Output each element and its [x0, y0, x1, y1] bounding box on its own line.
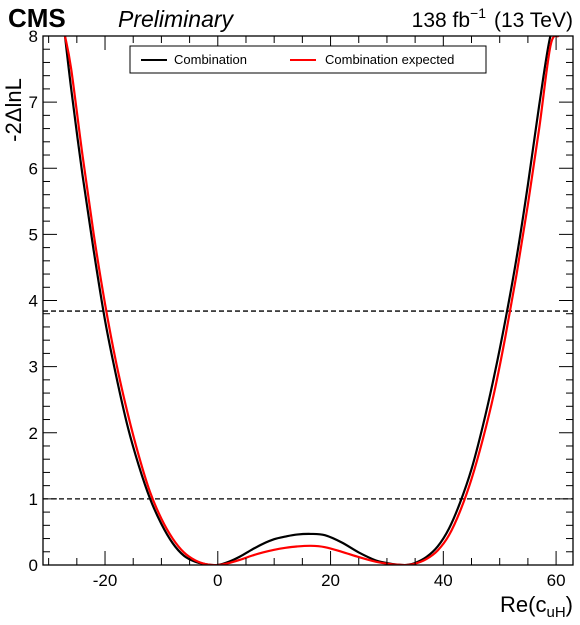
x-axis-title: Re(cuH) — [500, 592, 573, 621]
legend-label-combination: Combination — [174, 52, 247, 67]
experiment-label: CMS — [8, 3, 66, 33]
x-axis-title-close: ) — [566, 592, 573, 617]
y-tick-label: 8 — [29, 27, 38, 46]
energy-label: (13 TeV) — [494, 9, 573, 32]
reference-lines — [43, 310, 573, 500]
x-tick-label: 0 — [213, 571, 222, 590]
x-axis-ticks: -20 0 20 40 60 — [48, 36, 566, 590]
y-tick-label: 0 — [29, 556, 38, 575]
y-axis-title: -2ΔlnL — [1, 78, 26, 142]
likelihood-curves — [63, 36, 560, 565]
legend: Combination Combination expected — [129, 45, 487, 74]
y-tick-label: 1 — [29, 490, 38, 509]
y-axis-ticks: 0 1 2 3 4 5 6 7 8 — [29, 27, 573, 575]
x-axis-title-sub: uH — [546, 604, 565, 621]
status-label: Preliminary — [118, 6, 235, 32]
x-tick-label: 20 — [321, 571, 340, 590]
lumi-exponent: −1 — [470, 5, 486, 21]
luminosity-label: 138 fb−1 (13 TeV) — [412, 5, 573, 32]
series-line-combination — [63, 36, 559, 565]
y-tick-label: 5 — [29, 225, 38, 244]
x-tick-label: -20 — [93, 571, 118, 590]
y-tick-label: 2 — [29, 424, 38, 443]
plot-frame — [42, 35, 574, 566]
lumi-value: 138 fb — [412, 9, 470, 32]
y-tick-label: 7 — [29, 93, 38, 112]
x-axis-title-main: Re(c — [500, 592, 546, 617]
legend-label-combination-expected: Combination expected — [325, 52, 454, 67]
x-tick-label: 40 — [434, 571, 453, 590]
y-tick-label: 6 — [29, 159, 38, 178]
x-tick-label: 60 — [547, 571, 566, 590]
y-tick-label: 3 — [29, 358, 38, 377]
y-tick-label: 4 — [29, 292, 38, 311]
series-line-combination-expected — [63, 36, 560, 565]
